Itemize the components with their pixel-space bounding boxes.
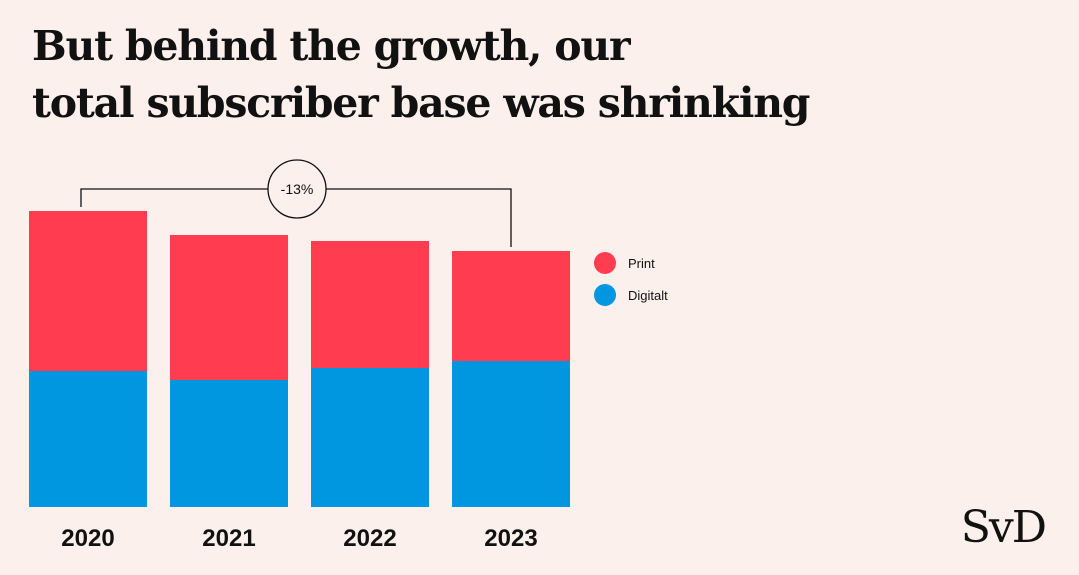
title-line-2: total subscriber base was shrinking [32, 79, 810, 127]
bar-print-2022 [311, 241, 429, 368]
bar-digitalt-2023 [452, 361, 570, 507]
bar-digitalt-2022 [311, 368, 429, 507]
x-tick-2020: 2020 [61, 525, 114, 552]
bar-digitalt-2021 [170, 380, 288, 507]
chart-title: But behind the growth, our total subscri… [32, 18, 810, 132]
bars-group [29, 211, 570, 507]
bracket-badge [267, 159, 327, 219]
x-axis-ticks: 2020 2021 2022 2023 [61, 525, 537, 552]
legend-label-print: Print [628, 256, 655, 271]
x-tick-2023: 2023 [484, 525, 537, 552]
bar-digitalt-2020 [29, 371, 147, 507]
legend-label-digitalt: Digitalt [628, 288, 668, 303]
svd-logo: SvD [960, 502, 1047, 553]
bar-print-2023 [452, 251, 570, 361]
bar-print-2021 [170, 235, 288, 380]
bracket-label: -13% [281, 181, 314, 197]
change-bracket: -13% [80, 159, 512, 247]
bar-print-2020 [29, 211, 147, 371]
legend-swatch-digitalt [594, 284, 616, 306]
title-line-1: But behind the growth, our [32, 22, 631, 70]
legend: Print Digitalt [594, 252, 668, 306]
x-tick-2022: 2022 [343, 525, 396, 552]
x-tick-2021: 2021 [202, 525, 255, 552]
legend-swatch-print [594, 252, 616, 274]
